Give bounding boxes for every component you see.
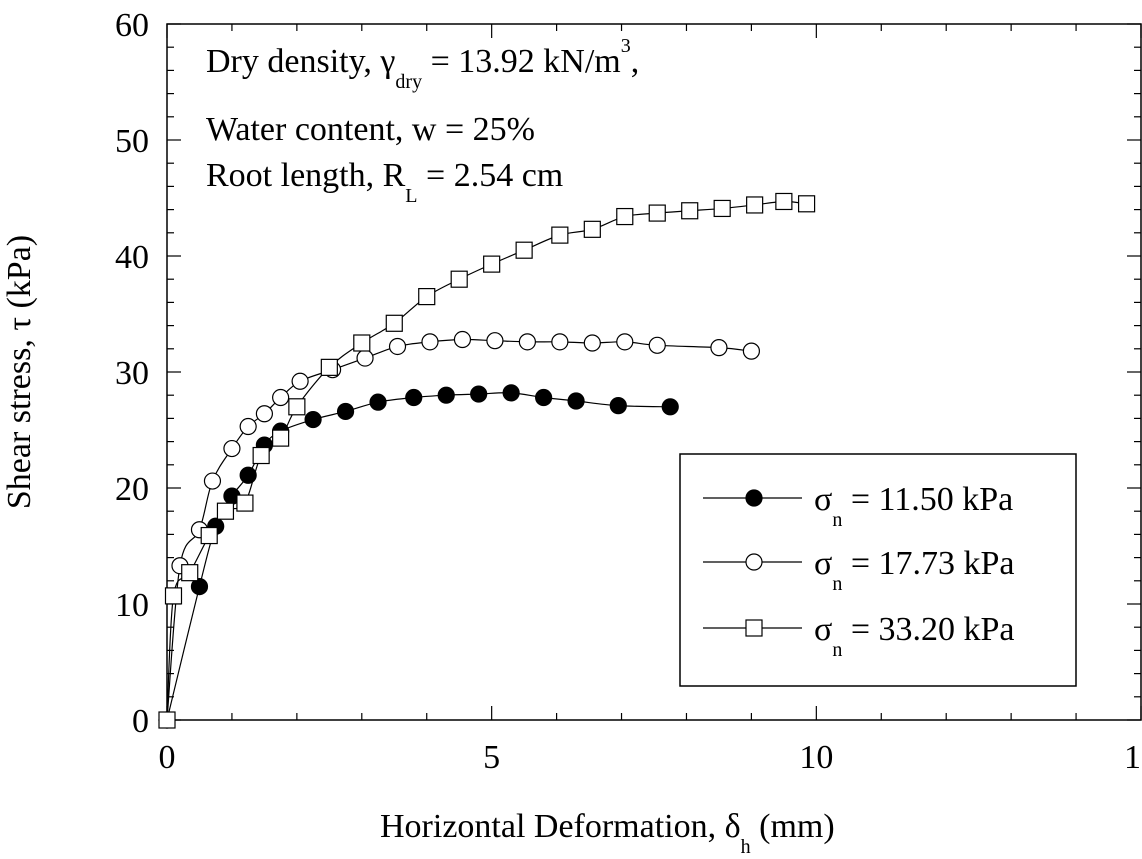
legend-label: σn = 17.73 kPa bbox=[814, 545, 1015, 595]
legend-marker bbox=[745, 489, 763, 507]
data-point bbox=[216, 502, 235, 520]
data-point bbox=[713, 199, 731, 218]
annotations: Dry density, γdry = 13.92 kN/m3, Water c… bbox=[206, 35, 639, 207]
data-point bbox=[648, 204, 666, 222]
data-point bbox=[418, 288, 436, 306]
data-point bbox=[388, 337, 407, 356]
data-point bbox=[356, 349, 374, 367]
data-point bbox=[385, 314, 403, 332]
data-point bbox=[515, 241, 533, 259]
data-point bbox=[483, 255, 501, 273]
data-point bbox=[710, 339, 728, 357]
data-point bbox=[437, 386, 455, 404]
data-point bbox=[181, 564, 199, 582]
data-point bbox=[746, 196, 764, 214]
data-point bbox=[158, 711, 176, 729]
legend: σn = 11.50 kPa σn = 17.73 kPa σn = 33.20 k… bbox=[679, 453, 1077, 687]
x-tick-label: 5 bbox=[483, 739, 500, 776]
data-point bbox=[203, 472, 222, 490]
data-point bbox=[200, 526, 218, 545]
data-point bbox=[239, 466, 257, 484]
y-axis-title: Shear stress, τ (kPa) bbox=[1, 235, 38, 509]
annotation-dry-density: Dry density, γdry = 13.92 kN/m3, bbox=[206, 35, 639, 93]
data-point bbox=[421, 333, 439, 351]
data-point bbox=[164, 587, 183, 605]
data-point bbox=[661, 398, 679, 416]
data-point bbox=[369, 393, 387, 411]
data-point bbox=[255, 405, 273, 423]
series-line bbox=[166, 392, 671, 721]
data-point bbox=[190, 577, 209, 596]
data-point bbox=[648, 336, 666, 354]
data-point bbox=[681, 202, 699, 220]
data-point bbox=[252, 446, 270, 465]
data-point bbox=[239, 417, 257, 436]
y-tick-label: 60 bbox=[115, 7, 149, 44]
data-point bbox=[797, 195, 816, 213]
data-point bbox=[567, 392, 585, 410]
series-1 bbox=[158, 384, 679, 729]
data-point bbox=[223, 439, 241, 458]
y-tick-label: 30 bbox=[115, 355, 149, 392]
data-point bbox=[583, 220, 601, 238]
series-2 bbox=[158, 330, 761, 729]
series-line bbox=[166, 338, 752, 721]
data-point bbox=[616, 207, 634, 226]
data-point bbox=[320, 358, 338, 376]
legend-marker bbox=[745, 553, 763, 571]
data-point bbox=[535, 388, 553, 407]
x-tick-label: 0 bbox=[159, 739, 176, 776]
legend-label: σn = 33.20 kPa bbox=[814, 611, 1015, 661]
legend-label: σn = 11.50 kPa bbox=[814, 481, 1013, 531]
data-point bbox=[486, 332, 504, 350]
y-tick-label: 20 bbox=[115, 471, 149, 508]
data-point bbox=[272, 388, 290, 407]
legend-marker bbox=[745, 619, 763, 637]
data-point bbox=[288, 398, 306, 416]
data-point bbox=[470, 385, 488, 403]
data-point bbox=[405, 388, 423, 407]
data-point bbox=[609, 397, 627, 415]
y-tick-label: 10 bbox=[115, 587, 149, 624]
data-point bbox=[742, 342, 761, 360]
data-point bbox=[272, 429, 290, 447]
data-point bbox=[450, 270, 468, 288]
data-point bbox=[583, 334, 601, 352]
data-point bbox=[236, 494, 254, 512]
x-tick-label: 15 bbox=[1124, 739, 1142, 776]
data-point bbox=[616, 333, 634, 351]
data-point bbox=[518, 333, 536, 351]
data-point bbox=[502, 384, 520, 402]
data-point bbox=[453, 330, 472, 349]
annotation-water-content: Water content, w = 25% bbox=[206, 111, 535, 148]
axis-ticks bbox=[166, 23, 1142, 721]
y-tick-label: 50 bbox=[115, 123, 149, 160]
x-axis-title: Horizontal Deformation, δh (mm) bbox=[380, 808, 835, 858]
data-point bbox=[353, 334, 371, 352]
data-point bbox=[551, 226, 569, 244]
y-tick-label: 0 bbox=[132, 703, 149, 740]
data-point bbox=[775, 192, 793, 211]
series-layer bbox=[158, 192, 816, 729]
data-point bbox=[336, 402, 355, 421]
data-point bbox=[551, 333, 569, 351]
data-point bbox=[304, 410, 322, 429]
annotation-root-length: Root length, RL = 2.54 cm bbox=[206, 157, 563, 207]
legend-box bbox=[679, 453, 1077, 687]
data-point bbox=[291, 372, 309, 390]
tick-labels: 0 10 20 30 40 50 60 0 5 10 15 bbox=[115, 7, 1142, 776]
x-tick-label: 10 bbox=[799, 739, 833, 776]
series-3 bbox=[158, 192, 816, 729]
y-tick-label: 40 bbox=[115, 239, 149, 276]
